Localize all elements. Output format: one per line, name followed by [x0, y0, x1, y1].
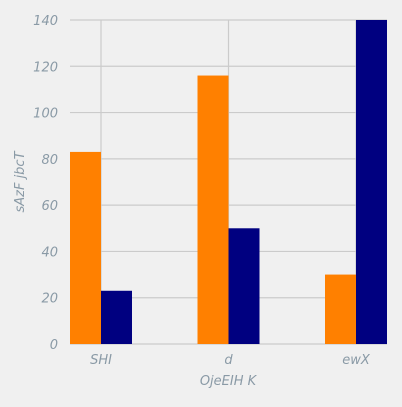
y-tick-label: 120 [33, 60, 58, 75]
y-tick-label: 100 [33, 107, 58, 122]
y-tick-label: 0 [50, 338, 58, 353]
bar-SHI-series-2 [101, 290, 132, 344]
bar-d-series-2 [228, 228, 260, 344]
y-tick-label: 140 [33, 14, 58, 29]
y-tick-label: 20 [41, 292, 58, 307]
x-axis-label: OjeEIH K [200, 374, 258, 389]
bar-d-series-1 [197, 75, 229, 345]
x-tick-label: SHI [90, 353, 112, 368]
tick-labels: 0 20 40 60 80 100 120 140 SHI d ewX [33, 14, 371, 368]
y-axis-label: sAzF jbcT [13, 150, 28, 212]
bar-ewX-series-2 [356, 20, 387, 344]
y-tick-label: 80 [41, 153, 58, 168]
y-tick-label: 40 [41, 245, 58, 260]
bar-SHI-series-1 [70, 151, 101, 344]
x-tick-label: ewX [342, 353, 371, 368]
bars [70, 20, 387, 345]
y-tick-label: 60 [41, 199, 58, 214]
bar-ewX-series-1 [325, 274, 356, 344]
x-tick-label: d [224, 353, 233, 368]
